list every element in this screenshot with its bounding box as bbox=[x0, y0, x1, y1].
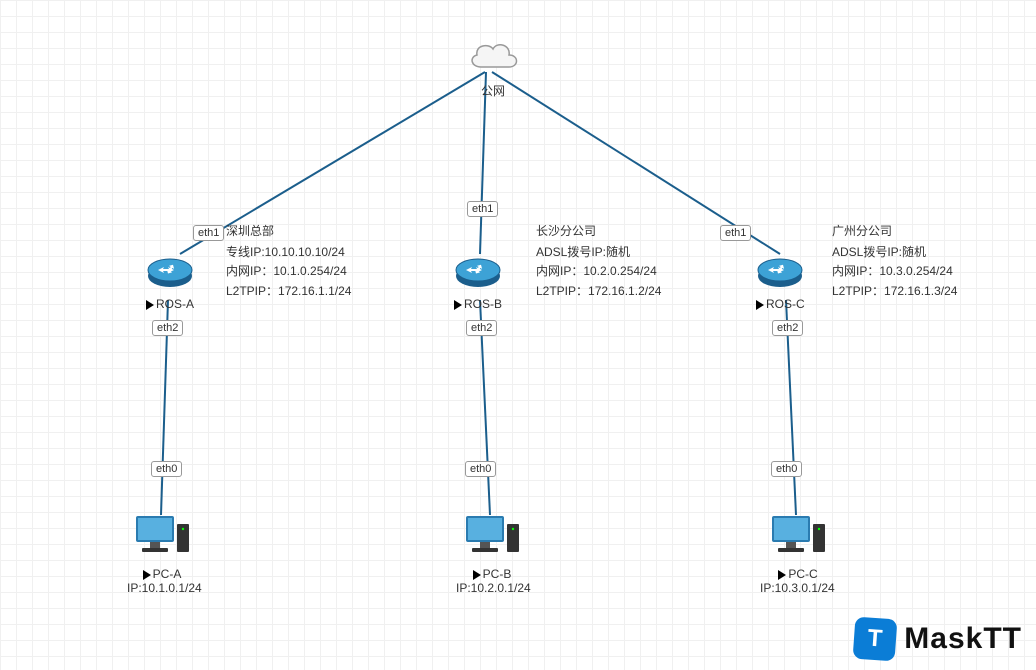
watermark-text: MaskTT bbox=[904, 622, 1022, 656]
play-icon bbox=[778, 570, 786, 580]
play-icon bbox=[756, 300, 764, 310]
pc-icon bbox=[132, 510, 192, 560]
info-title: 长沙分公司 bbox=[536, 222, 661, 241]
pc-a[interactable]: PC-A bbox=[132, 510, 192, 581]
port-label: eth1 bbox=[720, 225, 751, 241]
diagram-canvas: 公网 ROS-A ROS-B ROS-C PC-A IP:10.1.0.1/24 bbox=[0, 0, 1036, 670]
info-block: 长沙分公司 ADSL拨号IP:随机内网IP：10.2.0.254/24L2TPIP… bbox=[536, 222, 661, 301]
router-label: ROS-A bbox=[146, 297, 194, 311]
router-label: ROS-B bbox=[454, 297, 502, 311]
pc-b[interactable]: PC-B bbox=[462, 510, 522, 581]
pc-a-ip: IP:10.1.0.1/24 bbox=[127, 581, 202, 595]
play-icon bbox=[473, 570, 481, 580]
info-line: L2TPIP：172.16.1.3/24 bbox=[832, 282, 957, 301]
router-ros-c[interactable]: ROS-C bbox=[756, 250, 805, 311]
pc-b-ip: IP:10.2.0.1/24 bbox=[456, 581, 531, 595]
play-icon bbox=[454, 300, 462, 310]
pc-icon bbox=[462, 510, 522, 560]
port-label: eth2 bbox=[772, 320, 803, 336]
info-line: L2TPIP：172.16.1.2/24 bbox=[536, 282, 661, 301]
pc-icon bbox=[768, 510, 828, 560]
watermark: T MaskTT bbox=[854, 618, 1022, 660]
play-icon bbox=[143, 570, 151, 580]
info-title: 深圳总部 bbox=[226, 222, 351, 241]
info-line: ADSL拨号IP:随机 bbox=[832, 243, 957, 262]
info-line: L2TPIP：172.16.1.1/24 bbox=[226, 282, 351, 301]
port-label: eth1 bbox=[467, 201, 498, 217]
info-line: 专线IP:10.10.10.10/24 bbox=[226, 243, 351, 262]
router-ros-b[interactable]: ROS-B bbox=[454, 250, 502, 311]
info-title: 广州分公司 bbox=[832, 222, 957, 241]
watermark-badge: T bbox=[853, 617, 898, 662]
pc-label: PC-C bbox=[768, 567, 828, 581]
port-label: eth0 bbox=[151, 461, 182, 477]
play-icon bbox=[146, 300, 154, 310]
pc-label: PC-A bbox=[132, 567, 192, 581]
info-line: ADSL拨号IP:随机 bbox=[536, 243, 661, 262]
info-block: 深圳总部专线IP:10.10.10.10/24内网IP：10.1.0.254/2… bbox=[226, 222, 351, 301]
info-line: 内网IP：10.2.0.254/24 bbox=[536, 262, 661, 281]
cloud-label: 公网 bbox=[463, 82, 523, 99]
router-icon bbox=[146, 250, 194, 290]
port-label: eth2 bbox=[466, 320, 497, 336]
info-block: 广州分公司 ADSL拨号IP:随机内网IP：10.3.0.254/24L2TPIP… bbox=[832, 222, 957, 301]
port-label: eth1 bbox=[193, 225, 224, 241]
pc-label: PC-B bbox=[462, 567, 522, 581]
pc-c[interactable]: PC-C bbox=[768, 510, 828, 581]
cloud-node[interactable]: 公网 bbox=[463, 35, 523, 99]
info-line: 内网IP：10.3.0.254/24 bbox=[832, 262, 957, 281]
pc-c-ip: IP:10.3.0.1/24 bbox=[760, 581, 835, 595]
cloud-icon bbox=[463, 35, 523, 75]
router-icon bbox=[454, 250, 502, 290]
port-label: eth2 bbox=[152, 320, 183, 336]
router-ros-a[interactable]: ROS-A bbox=[146, 250, 194, 311]
port-label: eth0 bbox=[465, 461, 496, 477]
port-label: eth0 bbox=[771, 461, 802, 477]
info-line: 内网IP：10.1.0.254/24 bbox=[226, 262, 351, 281]
router-label: ROS-C bbox=[756, 297, 805, 311]
router-icon bbox=[756, 250, 804, 290]
